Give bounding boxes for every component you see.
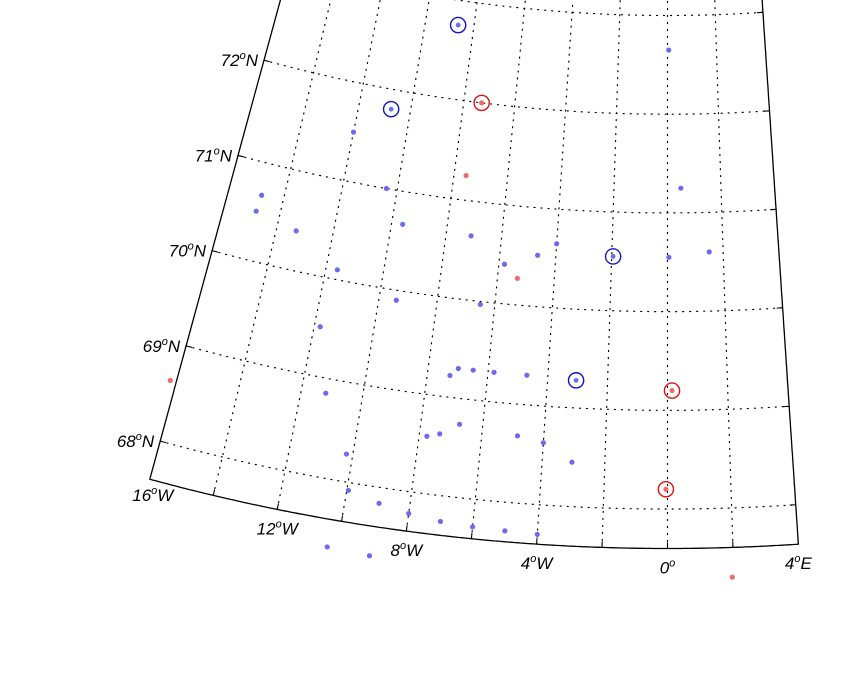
station-blue-36	[437, 518, 444, 525]
station-blue-28	[424, 433, 430, 439]
station-blue-23	[491, 369, 497, 375]
station-blue-8	[293, 228, 299, 234]
graticule	[159, 0, 797, 550]
station-blue-12	[535, 252, 541, 258]
station-red-4	[663, 486, 669, 492]
map-frame	[149, 0, 800, 550]
tick-bottom--8	[405, 525, 408, 532]
station-blue-32	[343, 451, 350, 457]
station-blue-18	[477, 301, 483, 308]
station-blue-15	[706, 249, 712, 255]
circled-station-blue-ring-1	[382, 100, 400, 118]
station-blue-34	[376, 500, 382, 506]
station-blue-29	[514, 433, 521, 439]
station-blue-21	[447, 372, 453, 379]
meridian--10	[341, 0, 430, 522]
station-blue-41	[366, 553, 373, 559]
lon-label--12: 12oW	[257, 518, 300, 538]
circled-station-red-ring-2	[657, 480, 675, 498]
station-red-1	[463, 172, 469, 179]
station-blue-30	[540, 440, 546, 446]
station-blue-16	[334, 267, 340, 273]
station-blue-25	[323, 390, 329, 396]
tick-left-69	[185, 345, 193, 348]
station-blue-22	[470, 367, 476, 373]
station-blue-17	[393, 297, 399, 303]
tick-left-71	[237, 154, 244, 158]
tick-bottom--14	[212, 489, 216, 496]
meridian--6	[470, 0, 526, 540]
circled-station-red-ring-0	[473, 94, 490, 112]
station-blue-14	[666, 254, 672, 260]
station-red-6	[729, 574, 735, 580]
station-blue-11	[554, 241, 560, 247]
lon-label--4: 4oW	[521, 553, 555, 573]
station-blue-35	[406, 510, 412, 517]
circled-station-red-ring-1	[663, 382, 681, 399]
station-blue-3	[678, 185, 684, 191]
station-blue-26	[456, 421, 463, 427]
circled-station-blue-ring-3	[567, 372, 585, 389]
lat-label-69: 69oN	[143, 336, 181, 356]
circled-station-blue-dot-0	[455, 22, 461, 28]
station-markers	[167, 16, 735, 580]
station-blue-10	[468, 233, 474, 239]
meridian--4	[536, 0, 574, 545]
lat-label-68: 68oN	[117, 431, 155, 451]
parallel-70	[211, 250, 784, 313]
parallel-73	[453, 0, 764, 17]
circled-station-blue-dot-3	[573, 377, 579, 383]
frame-outline	[149, 0, 800, 550]
station-red-3	[669, 387, 675, 394]
station-red-2	[514, 275, 520, 281]
station-blue-5	[383, 185, 390, 192]
station-blue-31	[569, 459, 575, 465]
station-red-5	[167, 377, 173, 384]
station-blue-2	[666, 47, 672, 53]
tick-bottom--10	[341, 515, 344, 522]
parallel-72	[263, 59, 771, 115]
meridian--14	[212, 0, 332, 496]
circled-station-blue-ring-0	[449, 16, 467, 34]
station-blue-37	[469, 524, 476, 530]
circled-station-blue-dot-2	[610, 254, 616, 259]
station-blue-13	[501, 261, 508, 267]
parallel-71	[237, 154, 777, 214]
meridian-2	[714, 0, 734, 548]
lon-label-4: 4oE	[785, 553, 813, 573]
tick-left-68	[160, 440, 167, 444]
tick-left-72	[263, 59, 270, 63]
lon-label-0: 0o	[660, 558, 676, 578]
lat-label-72: 72oN	[221, 50, 259, 70]
axis-labels: 73oN72oN71oN70oN69oN68oN16oW12oW8oW4oW0o…	[117, 50, 813, 578]
frame-ticks	[160, 11, 796, 549]
station-blue-4	[350, 129, 357, 135]
lat-label-71: 71oN	[195, 145, 233, 165]
meridian--12	[276, 0, 381, 510]
circled-station-blue-dot-1	[388, 106, 394, 112]
meridian--2	[601, 0, 621, 548]
station-blue-7	[253, 208, 259, 214]
tick-left-70	[211, 250, 219, 253]
meridian--8	[405, 0, 479, 532]
lat-label-70: 70oN	[169, 241, 207, 261]
circled-station-blue-ring-2	[604, 248, 622, 265]
station-blue-9	[400, 221, 406, 227]
station-blue-39	[534, 531, 540, 537]
lon-label--8: 8oW	[391, 540, 425, 560]
tick-bottom--6	[470, 532, 473, 539]
station-blue-24	[524, 372, 530, 378]
station-blue-40	[324, 544, 330, 550]
lon-label--16: 16oW	[132, 485, 175, 505]
station-blue-38	[502, 528, 508, 534]
station-red-0	[479, 100, 485, 106]
station-blue-20	[455, 365, 461, 372]
station-blue-6	[259, 192, 265, 198]
station-blue-33	[345, 487, 352, 494]
station-blue-27	[437, 431, 443, 437]
station-blue-19	[317, 324, 323, 330]
tick-bottom--12	[276, 503, 279, 510]
